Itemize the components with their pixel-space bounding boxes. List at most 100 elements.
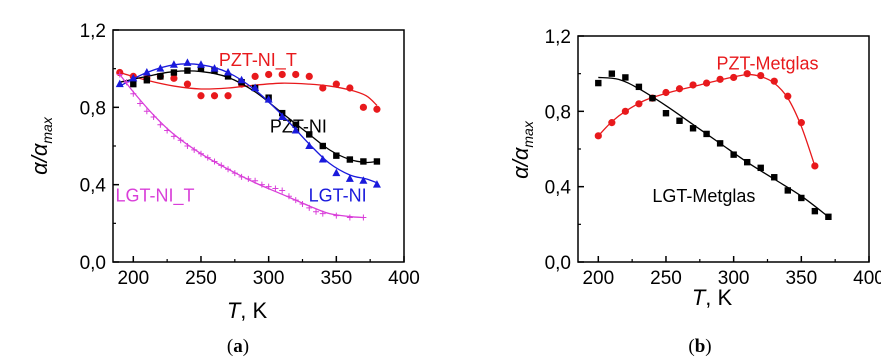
series-pzt-ni-point-15 [333, 152, 340, 159]
series-lgt-ni-point-10 [251, 83, 260, 91]
series-lgt-ni-t-point-2 [130, 90, 137, 97]
series-pzt-metglas-point-6 [675, 85, 684, 93]
series-lgt-metglas-point-14 [784, 187, 791, 194]
series-pzt-ni-t-point-18 [359, 103, 367, 111]
series-lgt-ni-t-point-15 [218, 162, 225, 169]
panel-a-y-tick-label-0-4: 0,4 [80, 176, 107, 197]
series-pzt-metglas-point-0 [594, 132, 602, 140]
series-pzt-ni-t-point-19 [373, 105, 381, 113]
panel-a-x-tick-label-250: 250 [185, 268, 217, 289]
panel-a: 200 250 300 350 400 0,0 0,4 0,8 1,2 PZT-NI_T PZT-N… [27, 21, 420, 357]
panel-b-x-tick-label-350: 350 [785, 268, 817, 289]
series-pzt-ni-t-point-6 [197, 92, 205, 100]
series-pzt-metglas-point-5 [662, 88, 670, 97]
series-lgt-metglas-point-0 [595, 79, 602, 87]
series-lgt-ni-t-point-1 [123, 79, 130, 86]
series-lgt-ni-t-point-3 [137, 100, 144, 107]
series-pzt-metglas-point-12 [757, 71, 765, 80]
series-lgt-ni-point-11 [264, 95, 273, 103]
panel-b-x-tick-label-400: 400 [853, 268, 881, 289]
panel-b: 200 250 300 350 400 0,0 0,4 0,8 1,2 PZT-Metglas LG… [508, 27, 881, 357]
series-pzt-ni-t-point-4 [170, 74, 178, 82]
series-lgt-ni-t-point-9 [177, 137, 184, 144]
panel-a-x-tick-label-350: 350 [320, 268, 352, 289]
series-lgt-metglas-point-17 [825, 213, 832, 220]
series-lgt-ni-t-point-19 [245, 175, 252, 182]
series-pzt-metglas-point-3 [635, 100, 643, 108]
panel-a-x-tick-label-300: 300 [253, 268, 285, 289]
series-pzt-ni-t-point-12 [278, 70, 286, 79]
series-lgt-ni-t-point-10 [184, 143, 191, 149]
panel-a-x-axis-label: T, K [227, 298, 268, 323]
series-lgt-ni-t-point-24 [279, 187, 286, 194]
series-lgt-metglas-point-9 [716, 140, 724, 147]
series-lgt-ni-point-17 [345, 174, 354, 182]
series-lgt-ni-t-point-6 [157, 121, 164, 128]
series-lgt-ni-t-point-5 [150, 114, 157, 120]
series-pzt-ni-point-14 [319, 142, 326, 150]
series-lgt-ni-t-point-8 [170, 133, 177, 140]
series-lgt-ni-point-4 [169, 60, 178, 68]
series-lgt-ni-point-16 [332, 168, 341, 177]
series-lgt-metglas-point-5 [662, 110, 670, 117]
series-pzt-ni-t-point-11 [265, 70, 273, 79]
panel-b-x-tick-label-200: 200 [582, 268, 614, 289]
series-pzt-ni-t-point-10 [251, 72, 259, 80]
series-lgt-ni-t-point-29 [313, 208, 320, 215]
series-pzt-ni-t-point-7 [210, 92, 219, 100]
series-pzt-metglas-label: PZT-Metglas [716, 53, 818, 73]
series-lgt-ni-t-point-22 [265, 183, 272, 190]
series-pzt-ni-point-18 [373, 158, 381, 165]
series-pzt-metglas-point-7 [689, 81, 697, 89]
series-lgt-ni-t-point-11 [191, 146, 198, 153]
panel-b-label: (b) [688, 336, 711, 357]
series-pzt-ni-point-4 [184, 67, 191, 74]
panel-b-plot-frame [577, 35, 870, 263]
panel-a-label: (a) [227, 336, 249, 357]
series-pzt-metglas-point-16 [811, 162, 819, 170]
panel-b-x-tick-label-300: 300 [718, 268, 750, 289]
series-pzt-metglas-point-15 [797, 119, 805, 127]
series-lgt-ni-point-15 [318, 155, 327, 163]
series-pzt-metglas-point-13 [770, 77, 778, 85]
series-pzt-ni-point-3 [170, 69, 178, 76]
series-lgt-ni-t-point-21 [258, 181, 265, 188]
series-lgt-ni-point-9 [237, 75, 246, 84]
series-lgt-ni-t-point-23 [272, 185, 279, 192]
panel-a-y-axis-label: α/αmax [27, 116, 55, 175]
series-lgt-metglas-point-15 [798, 194, 805, 202]
panel-b-y-tick-label-0-0: 0,0 [545, 253, 571, 274]
series-lgt-metglas-point-1 [608, 70, 616, 77]
series-lgt-metglas-point-4 [649, 94, 656, 102]
series-lgt-metglas-point-6 [676, 117, 683, 124]
panel-a-y-tick-label-1-2: 1,2 [80, 21, 106, 42]
series-pzt-ni-point-0 [130, 80, 137, 88]
series-lgt-metglas-point-3 [635, 83, 643, 91]
series-pzt-ni-point-17 [360, 158, 367, 165]
series-pzt-metglas-point-1 [608, 119, 616, 127]
series-pzt-ni-point-5 [197, 65, 205, 72]
series-lgt-metglas-point-16 [811, 207, 819, 215]
panel-a-marks: 200 250 300 350 400 0,0 0,4 0,8 1,2 PZT-NI_T PZT-N… [80, 21, 420, 289]
series-lgt-ni-point-5 [183, 58, 192, 66]
series-pzt-ni-point-13 [306, 131, 313, 138]
series-pzt-ni-point-16 [346, 156, 354, 163]
series-pzt-metglas-fit-line [597, 73, 816, 167]
series-lgt-ni-t-point-17 [231, 170, 238, 177]
series-lgt-ni-point-12 [278, 112, 287, 120]
series-lgt-ni-t-point-16 [225, 166, 232, 173]
series-lgt-metglas-point-8 [703, 130, 710, 138]
panel-a-x-tick-label-400: 400 [388, 268, 420, 289]
series-lgt-ni-t-point-28 [306, 204, 313, 211]
panel-a-y-tick-label-0-8: 0,8 [80, 98, 106, 119]
series-lgt-ni-t-point-32 [346, 214, 353, 221]
series-lgt-ni-point-13 [291, 126, 300, 134]
series-pzt-ni-point-2 [157, 73, 164, 80]
series-lgt-metglas-point-7 [689, 125, 697, 132]
series-lgt-ni-t-point-18 [238, 173, 245, 180]
series-lgt-ni-t-point-20 [252, 177, 259, 184]
series-lgt-metglas-point-13 [771, 174, 778, 181]
panel-b-x-tick-label-250: 250 [650, 268, 682, 289]
panel-a-plot-frame [112, 29, 405, 263]
series-lgt-metglas-point-12 [757, 164, 764, 172]
